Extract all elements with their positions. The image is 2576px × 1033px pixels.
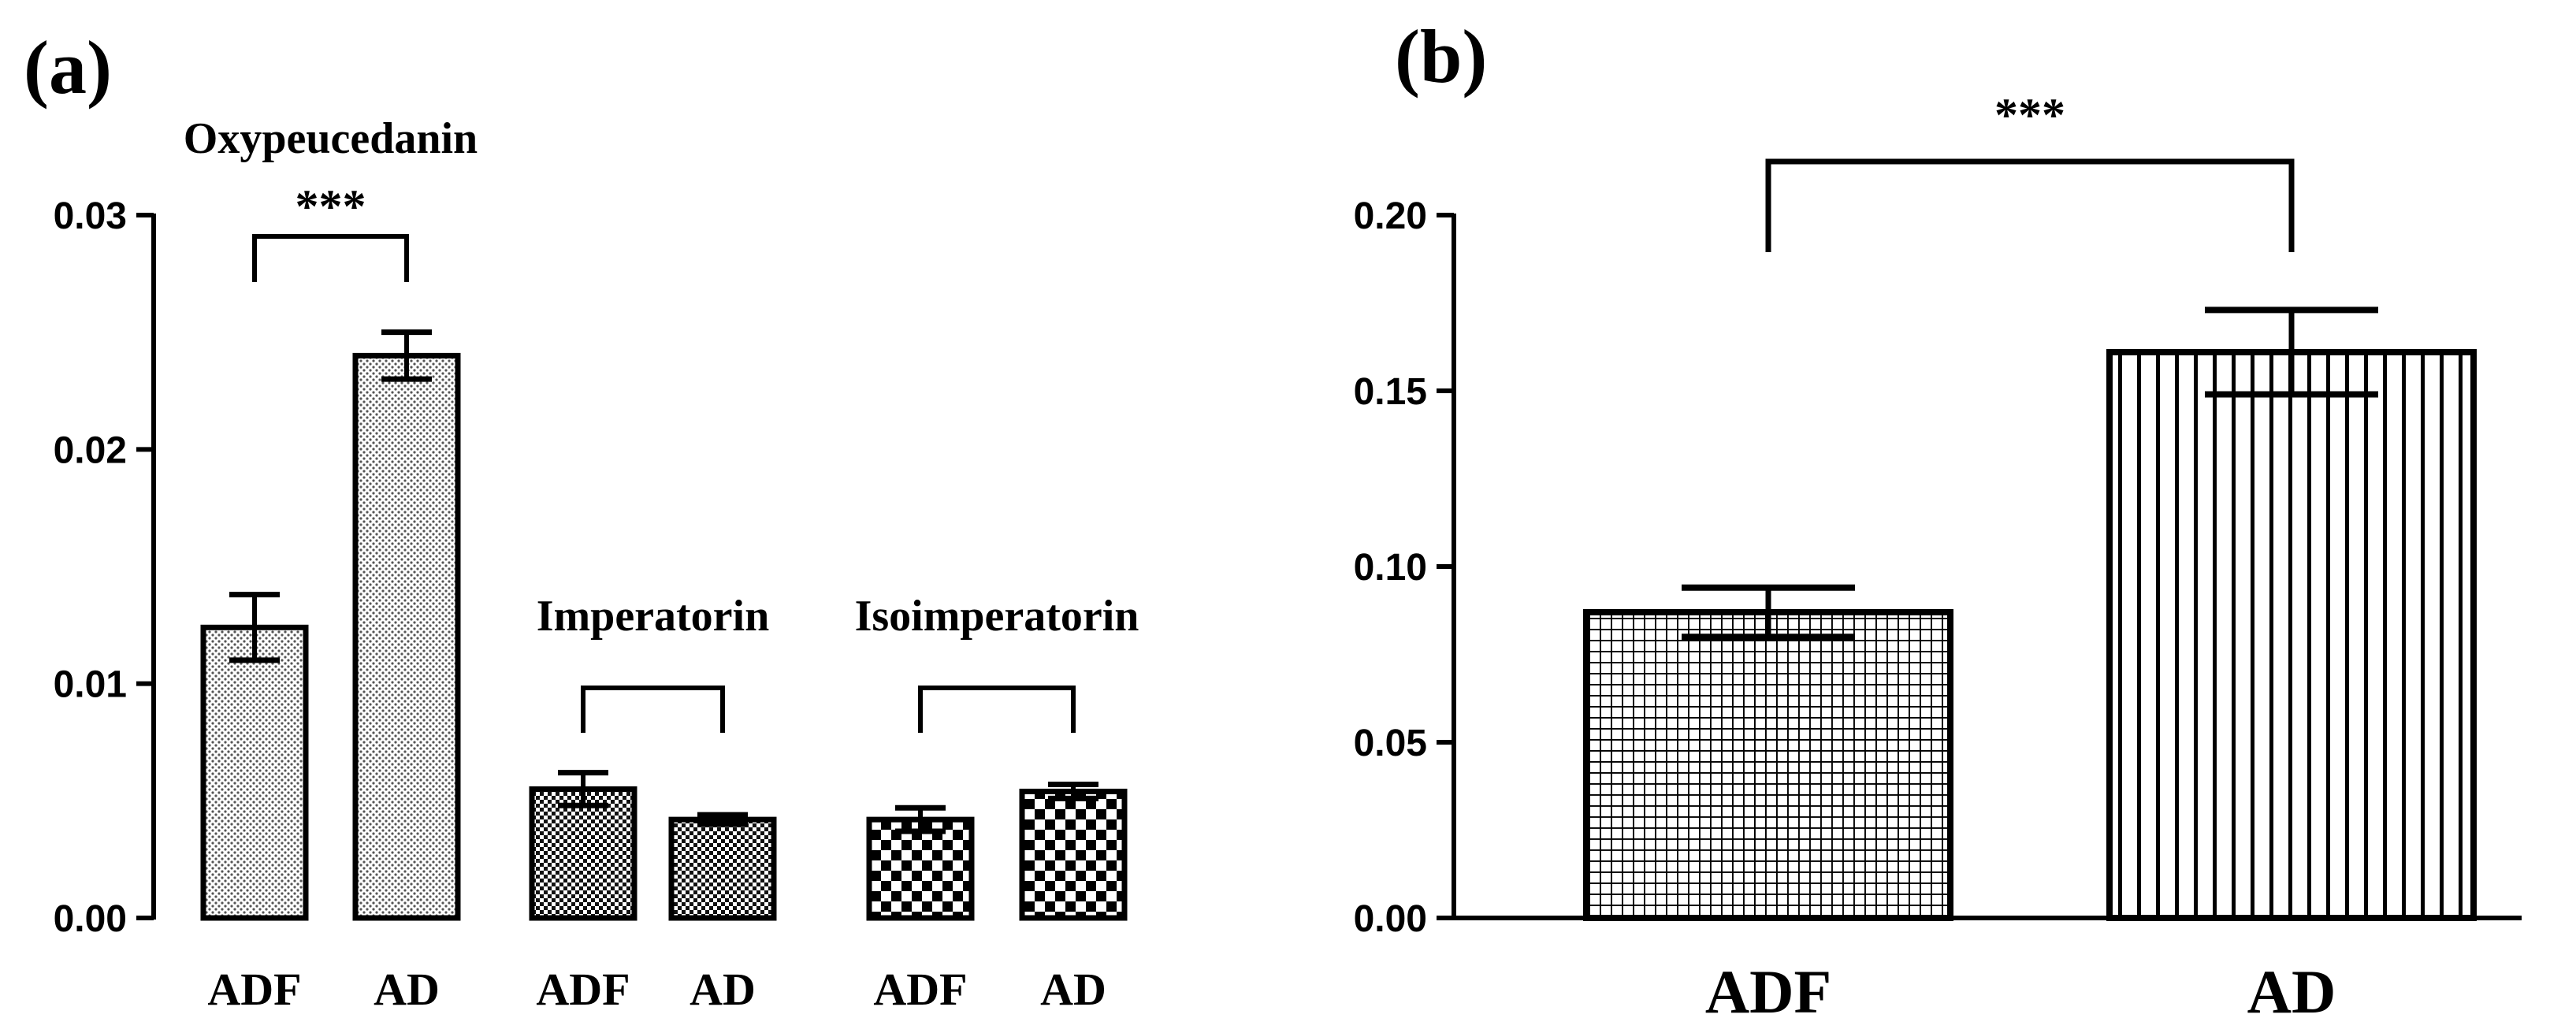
panel-a-x-tick-label: ADF (536, 964, 630, 1015)
panel-b-y-tick-label: 0.00 (1354, 898, 1427, 940)
panel-a-x-tick-label: AD (374, 964, 440, 1015)
panel-a-bars (200, 352, 1128, 921)
panel-b-x-tick-label: ADF (1705, 957, 1831, 1026)
panel-a-error-bar (1048, 782, 1098, 801)
panel-a-bar (668, 816, 777, 921)
panel-b-significance-bracket (1765, 158, 2295, 252)
panel-a-y-tick-label: 0.01 (54, 664, 127, 706)
panel-a-error-bar (229, 592, 280, 663)
panel-b-y-tick-label: 0.05 (1354, 723, 1427, 764)
panel-a-x-tick-label: ADF (873, 964, 967, 1015)
panel-a-x-tick-label: AD (690, 964, 756, 1015)
panel-b-y-tick-label: 0.20 (1354, 195, 1427, 237)
panel-b-y-tick-labels: 0.00 0.05 0.10 0.15 0.20 (1354, 195, 1427, 940)
panel-a-error-bar (895, 804, 946, 834)
panel-a-group-bracket (581, 686, 725, 733)
panel-a-group-label: Oxypeucedanin (184, 114, 478, 163)
panel-a-bar (200, 624, 309, 921)
panel-b-label: (b) (1395, 14, 1487, 98)
panel-a-bar (1019, 788, 1128, 921)
panel-b-bar (2106, 348, 2477, 921)
panel-a-error-bars (229, 329, 1098, 834)
panel-a-y-tick-label: 0.00 (54, 898, 127, 940)
panel-b-y-tick-label: 0.10 (1354, 547, 1427, 589)
panel-b-significance: *** (1765, 89, 2295, 252)
panel-a-group-annotations: Oxypeucedanin *** Imperatorin Isoimperatori… (184, 114, 1139, 733)
panel-a: (a) 0.00 0.01 0.02 0.03 Oxypeucedanin *** Imp… (24, 25, 1139, 1015)
panel-a-y-tick-labels: 0.00 0.01 0.02 0.03 (54, 195, 127, 940)
panel-a-group-label: Isoimperatorin (855, 592, 1139, 641)
panel-a-x-tick-label: AD (1040, 964, 1106, 1015)
panel-a-error-bar (697, 812, 748, 827)
panel-b-error-bars (1682, 307, 2378, 641)
panel-a-significance: *** (296, 180, 366, 232)
panel-a-bar (866, 816, 975, 921)
panel-a-error-bar (558, 770, 608, 808)
panel-a-bar (352, 352, 461, 921)
panel-a-label: (a) (24, 25, 112, 110)
panel-b-bar (1583, 608, 1953, 921)
panel-a-y-tick-label: 0.03 (54, 195, 127, 237)
panel-a-group-bracket (918, 686, 1076, 733)
panel-a-y-axis (136, 213, 156, 920)
panel-a-y-tick-label: 0.02 (54, 429, 127, 471)
panel-b: (b) 0.00 0.05 0.10 0.15 0.20 *** ADF AD (1354, 14, 2522, 1026)
panel-a-bar (529, 786, 637, 921)
panel-b-bars (1583, 348, 2477, 921)
panel-a-group-bracket (252, 234, 409, 282)
panel-a-error-bar (381, 329, 432, 382)
panel-a-x-tick-labels: ADF AD ADF AD ADF AD (207, 964, 1106, 1015)
panel-a-x-tick-label: ADF (207, 964, 301, 1015)
panel-b-error-bar (2205, 307, 2378, 398)
panel-b-x-tick-labels: ADF AD (1705, 957, 2336, 1026)
panel-b-x-tick-label: AD (2247, 957, 2336, 1026)
panel-a-group-label: Imperatorin (537, 592, 770, 641)
panel-b-error-bar (1682, 584, 1855, 641)
panel-b-y-tick-label: 0.15 (1354, 371, 1427, 413)
panel-b-significance-stars: *** (1994, 89, 2065, 141)
